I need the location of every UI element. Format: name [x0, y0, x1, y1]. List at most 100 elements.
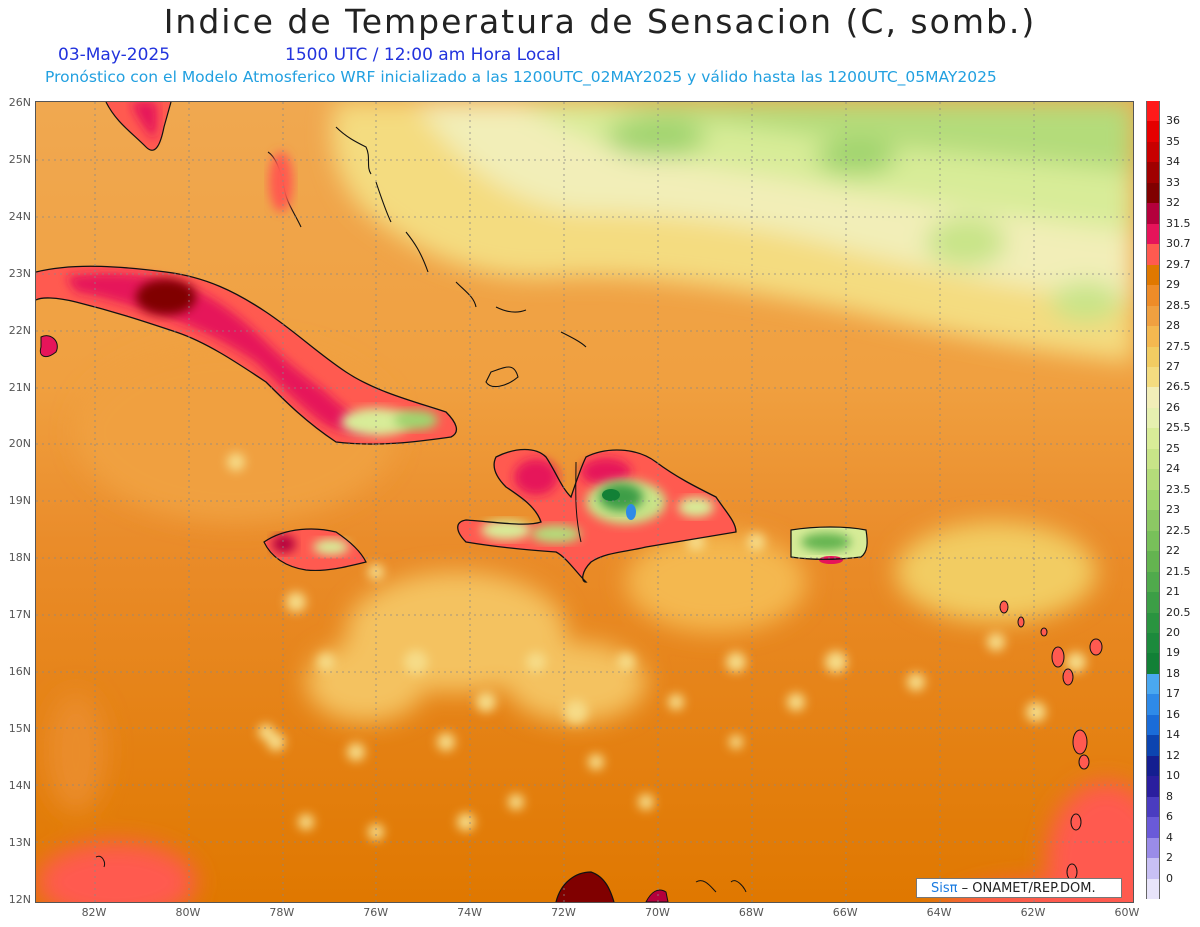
legend-swatch — [1146, 571, 1160, 593]
legend-level: 25 — [1166, 441, 1180, 455]
legend-swatch — [1146, 244, 1160, 266]
legend-swatch — [1146, 223, 1160, 245]
legend-level: 20 — [1166, 626, 1180, 639]
map-title: Indice de Temperatura de Sensacion (C, s… — [163, 2, 1037, 41]
legend-level: 6 — [1166, 810, 1173, 824]
legend-swatch — [1146, 776, 1160, 798]
legend-level: 27 — [1166, 360, 1180, 373]
legend-level: 27.5 — [1166, 339, 1191, 353]
lon-label: 60W — [1114, 906, 1140, 919]
lat-label: 25N — [8, 152, 31, 166]
lon-label: 78W — [269, 906, 295, 919]
legend-level: 18 — [1166, 666, 1180, 680]
lat-label: 14N — [8, 778, 31, 792]
legend-swatch — [1146, 407, 1160, 429]
legend-level: 25.5 — [1166, 421, 1191, 435]
legend-level: 0 — [1166, 871, 1173, 885]
lon-label: 82W — [81, 906, 107, 919]
lon-label: 70W — [644, 906, 670, 919]
legend-swatch — [1146, 469, 1160, 491]
legend-swatch — [1146, 367, 1160, 388]
legend-swatch — [1146, 387, 1160, 409]
south-america-coast — [95, 855, 747, 902]
legend-level: 21 — [1166, 585, 1180, 599]
lat-label: 22N — [8, 323, 31, 337]
sispi-logo: Sisπ — [931, 881, 958, 896]
legend-swatch — [1146, 592, 1160, 614]
legend-level: 26 — [1166, 400, 1180, 414]
lat-label: 23N — [8, 266, 31, 280]
lat-label: 21N — [8, 380, 31, 394]
legend-level: 2 — [1166, 851, 1173, 865]
legend-level: 33 — [1166, 175, 1180, 189]
legend-swatch — [1146, 510, 1160, 532]
legend-level: 8 — [1166, 789, 1173, 803]
legend-level: 16 — [1166, 707, 1180, 721]
lat-label: 16N — [8, 665, 31, 678]
convective-spots — [227, 453, 1086, 840]
puerto-rico — [790, 526, 868, 564]
legend-swatch — [1146, 121, 1160, 143]
atlantic-cool-zone — [332, 102, 1133, 362]
legend-level: 29 — [1166, 278, 1180, 292]
forecast-date: 03-May-2025 — [58, 45, 171, 65]
legend-level: 19 — [1166, 646, 1180, 660]
legend-swatch — [1146, 428, 1160, 450]
lon-label: 62W — [1020, 906, 1046, 919]
legend-level: 4 — [1166, 830, 1173, 844]
lon-label: 72W — [551, 906, 576, 919]
legend-swatch — [1146, 264, 1160, 286]
legend-swatch — [1146, 858, 1160, 880]
legend-level: 22.5 — [1166, 523, 1191, 537]
lon-label: 68W — [738, 906, 764, 919]
lat-label: 24N — [8, 209, 31, 223]
legend-level: 28 — [1166, 319, 1180, 333]
lat-label: 15N — [8, 721, 31, 735]
legend-level: 20.5 — [1166, 605, 1191, 619]
lat-label: 12N — [8, 892, 31, 906]
credit-box: Sisπ – ONAMET/REP.DOM. — [916, 878, 1122, 898]
lat-label: 17N — [8, 608, 31, 622]
legend-level: 23 — [1166, 503, 1180, 517]
lon-label: 64W — [926, 906, 952, 919]
lat-label: 18N — [8, 551, 31, 565]
legend-swatch — [1146, 285, 1160, 307]
legend-swatch — [1146, 796, 1160, 818]
legend-level: 10 — [1166, 769, 1180, 783]
heat-index-map — [35, 101, 1134, 903]
legend-swatch — [1146, 714, 1160, 736]
legend-level: 26.5 — [1166, 380, 1191, 394]
forecast-time: 1500 UTC / 12:00 am Hora Local — [285, 45, 561, 65]
model-info: Pronóstico con el Modelo Atmosferico WRF… — [45, 68, 997, 86]
legend-swatch — [1146, 755, 1160, 777]
legend-level: 36 — [1166, 114, 1180, 128]
legend-level: 35 — [1166, 134, 1180, 148]
lat-label: 13N — [8, 835, 31, 849]
lon-label: 74W — [457, 906, 483, 919]
legend-swatch — [1146, 694, 1160, 716]
legend-swatch — [1146, 551, 1160, 573]
legend-swatch — [1146, 305, 1160, 327]
legend-level: 21.5 — [1166, 564, 1191, 578]
legend-swatch — [1146, 203, 1160, 225]
gridlines — [36, 102, 1133, 902]
legend-swatch — [1146, 817, 1160, 839]
legend-level: 30.7 — [1166, 237, 1191, 251]
legend-swatch — [1146, 530, 1160, 552]
legend-level: 17 — [1166, 687, 1180, 701]
lon-label: 76W — [363, 906, 389, 919]
credit-text: – ONAMET/REP.DOM. — [957, 881, 1096, 896]
legend-level: 23.5 — [1166, 482, 1191, 496]
legend-swatch — [1146, 162, 1160, 184]
cuba — [36, 265, 458, 445]
legend-level: 34 — [1166, 155, 1180, 169]
florida — [105, 102, 172, 151]
legend-swatch — [1146, 141, 1160, 163]
legend-level: 12 — [1166, 748, 1180, 762]
legend-swatch — [1146, 633, 1160, 654]
legend-level: 28.5 — [1166, 298, 1191, 312]
bahamas-warm — [269, 152, 293, 212]
lat-label: 26N — [8, 96, 31, 109]
lat-label: 19N — [8, 494, 31, 508]
legend-swatch — [1146, 346, 1160, 368]
